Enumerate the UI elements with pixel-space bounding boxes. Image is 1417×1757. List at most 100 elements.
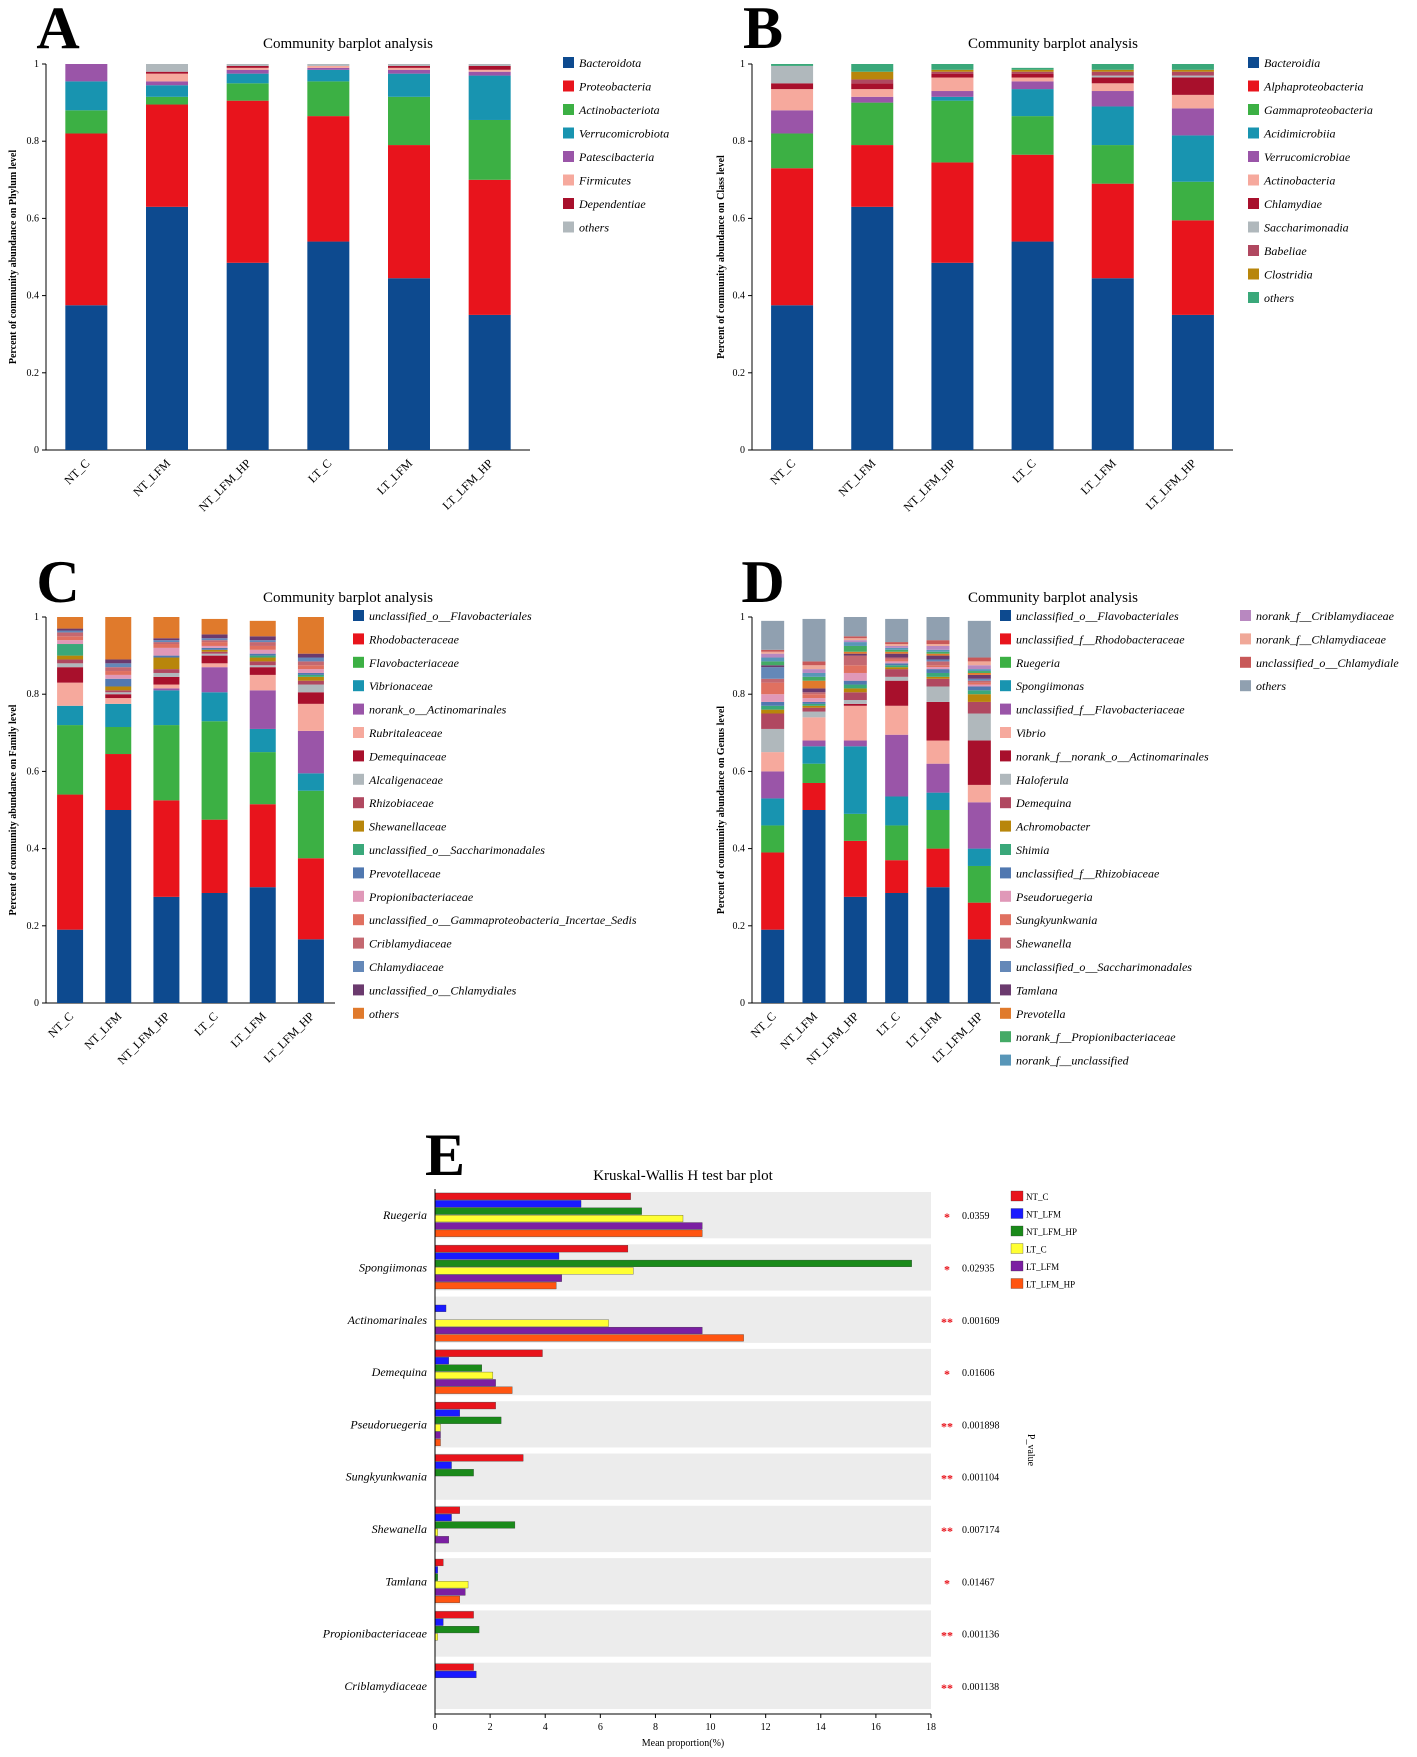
legend-label: Demequina [1015, 796, 1071, 810]
bar-segment-alphaproteobacteria-nt-lfm-hp [931, 162, 974, 263]
bar-segment-propionibacteriaceae-nt-c [57, 640, 84, 645]
bar-segment-demequinaceae-nt-c [57, 667, 84, 683]
bar-segment-ruegeria-nt-c [761, 825, 785, 853]
bar-segment-babeliae-nt-lfm [851, 79, 894, 84]
bar-segment-tamlana-nt-c [761, 665, 785, 668]
bar-segment-sungkyunkwania-lt-lfm [926, 665, 950, 668]
bar-segment-unclassified-o-flavobacteriales-lt-lfm-hp [967, 939, 991, 1003]
bar-segment-firmicutes-lt-lfm-hp [468, 69, 511, 72]
p-value: 0.001138 [962, 1682, 999, 1693]
bar-segment-pseudoruegeria-nt-c [761, 694, 785, 702]
legend-label: Achromobacter [1015, 820, 1091, 834]
bar-segment-norank-f-unclassified-lt-lfm-hp [967, 669, 991, 672]
bar-segment-bacteroidota-nt-c [65, 305, 108, 450]
bar-segment-actinobacteria-lt-lfm-hp [1171, 94, 1214, 109]
bar-segment-firmicutes-lt-lfm [388, 67, 430, 70]
bar-segment-unclassified-o-flavobacteriales-lt-lfm [926, 887, 950, 1003]
bar-segment-haloferula-lt-lfm [926, 686, 950, 702]
legend-label: unclassified_o__Flavobacteriales [369, 609, 532, 623]
bar-segment-norank-f-chlamydiaceae-lt-lfm-hp [967, 661, 991, 666]
bar-segment-shimia-lt-lfm-hp [967, 690, 991, 695]
bar-segment-unclassified-o-flavobacteriales-lt-lfm-hp [297, 939, 324, 1003]
bar-segment-bacteroidota-nt-lfm [146, 206, 188, 450]
legend-swatch [1000, 1007, 1011, 1019]
x-tick-label: NT_C [767, 456, 798, 487]
significance-stars: * [944, 1210, 950, 1224]
bar-nt-c-propionibacteriaceae [434, 1611, 474, 1619]
bar-segment-rhodobacteraceae-nt-c [57, 794, 84, 930]
bar-segment-propionibacteriaceae-lt-lfm-hp [297, 669, 324, 673]
bar-segment-babeliae-lt-lfm [1091, 71, 1134, 76]
legend-label: unclassified_o__Saccharimonadales [1016, 960, 1192, 974]
y-tick-label: 0.6 [27, 213, 40, 224]
bar-segment-norank-o-actinomarinales-lt-lfm [249, 690, 276, 729]
bar-segment-firmicutes-nt-lfm [146, 73, 188, 82]
legend-swatch [1248, 80, 1259, 92]
bar-segment-chlamydiae-lt-c [1011, 73, 1054, 78]
bar-segment-criblamydiaceae-nt-lfm [105, 667, 132, 672]
bar-segment-demequinaceae-lt-lfm-hp [297, 692, 324, 704]
bar-segment-norank-f-norank-o-actinomarinales-lt-c [885, 680, 909, 706]
chart-title: Community barplot analysis [968, 36, 1138, 52]
bar-segment-rhizobiaceae-nt-c [57, 659, 84, 664]
x-tick-label: NT_LFM_HP [115, 1009, 173, 1067]
y-tick-label: 0.6 [733, 766, 746, 777]
bar-segment-gammaproteobacteria-lt-lfm [1091, 145, 1134, 184]
bar-segment-rhodobacteraceae-nt-lfm-hp [153, 800, 180, 897]
bar-lt-lfm-spongiimonas [434, 1274, 562, 1282]
bar-segment-shewanellaceae-lt-c [201, 649, 228, 652]
legend-label: Babeliae [1264, 244, 1307, 258]
legend-label: NT_C [1026, 1192, 1049, 1202]
bar-lt-lfm-hp-demequina [434, 1386, 513, 1394]
legend-label: Demequinaceae [368, 749, 447, 763]
bar-segment-unclassified-o-chlamydiales-nt-lfm [105, 659, 132, 664]
legend-swatch [563, 221, 574, 233]
bar-segment-proteobacteria-lt-lfm-hp [468, 179, 511, 315]
bar-segment-tamlana-nt-lfm [802, 688, 826, 693]
bar-segment-haloferula-nt-lfm-hp [843, 699, 867, 704]
legend-swatch [1000, 1054, 1011, 1066]
bar-segment-norank-f-chlamydiaceae-lt-c [885, 644, 909, 646]
bar-segment-firmicutes-nt-lfm-hp [226, 67, 269, 70]
x-tick-label: 12 [761, 1722, 771, 1733]
y-axis-label: Percent of community abundance on Phylum… [8, 150, 19, 364]
legend-label: Chlamydiae [1264, 197, 1323, 211]
bar-segment-unclassified-o-gammaproteobacteria-incertae-sedis-nt-lfm [105, 671, 132, 675]
bar-segment-unclassified-f-rhizobiaceae-nt-lfm-hp [843, 680, 867, 685]
y-tick-label: Criblamydiaceae [344, 1679, 427, 1693]
y-tick-label: 1 [34, 59, 39, 70]
bar-segment-criblamydiaceae-lt-lfm-hp [297, 661, 324, 666]
legend-swatch [1248, 151, 1259, 162]
y-tick-label: Spongiimonas [359, 1260, 427, 1274]
legend-swatch [1000, 797, 1011, 809]
legend-label: NT_LFM_HP [1026, 1227, 1077, 1237]
legend-label: norank_f__Propionibacteriaceae [1016, 1030, 1176, 1044]
bar-segment-norank-f-criblamydiaceae-lt-lfm [926, 645, 950, 650]
p-value: 0.01467 [962, 1577, 995, 1588]
bar-segment-others-nt-lfm-hp [226, 64, 269, 66]
legend-label: unclassified_o__Saccharimonadales [369, 843, 545, 857]
bar-segment-shimia-nt-c [761, 705, 785, 710]
bar-segment-vibrionaceae-nt-c [57, 705, 84, 726]
bar-segment-shimia-lt-c [885, 665, 909, 668]
bar-segment-actinobacteriota-lt-c [307, 81, 350, 117]
y-tick-label: 1 [34, 612, 39, 623]
bar-segment-actinobacteria-nt-lfm [851, 89, 894, 97]
legend-label: Rhizobiaceae [368, 796, 434, 810]
x-tick-label: NT_C [61, 456, 92, 487]
bar-segment-saccharimonadia-nt-c [771, 65, 814, 84]
bar-segment-bacteroidia-lt-lfm-hp [1171, 314, 1214, 450]
bar-nt-c-spongiimonas [434, 1245, 629, 1253]
legend-swatch [353, 610, 364, 621]
bar-segment-achromobacter-nt-c [761, 709, 785, 714]
bar-segment-rhizobiaceae-lt-lfm [249, 661, 276, 666]
panel-a: A Community barplot analysis 0 0.2 0.4 0.6 0.8… [8, 0, 669, 514]
y-tick-label: 0.8 [27, 136, 40, 147]
legend-label: norank_f__Criblamydiaceae [1256, 609, 1395, 623]
legend-swatch [563, 151, 574, 162]
legend-label: Saccharimonadia [1264, 221, 1349, 235]
bar-segment-vibrio-nt-lfm [802, 717, 826, 741]
bar-segment-babeliae-nt-lfm-hp [931, 71, 974, 74]
bar-segment-unclassified-f-rhodobacteraceae-lt-lfm-hp [967, 902, 991, 940]
bar-segment-norank-f-propionibacteriaceae-nt-lfm-hp [843, 645, 867, 652]
